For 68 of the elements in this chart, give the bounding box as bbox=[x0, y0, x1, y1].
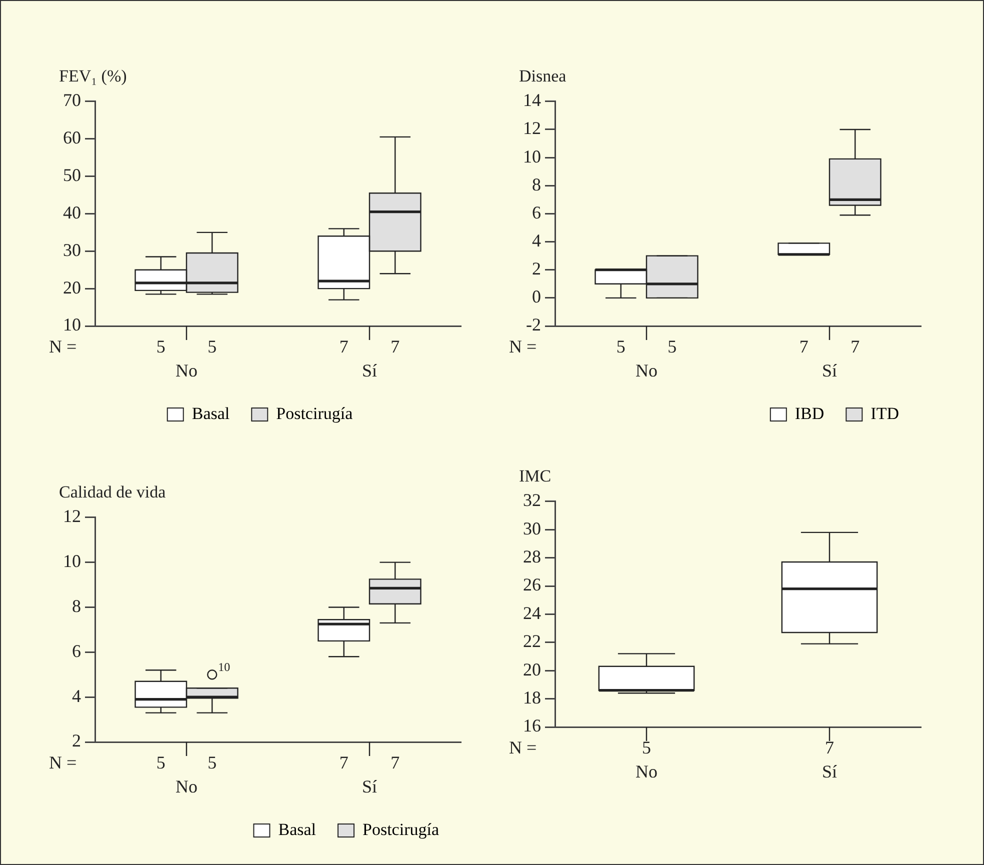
text: 7 bbox=[825, 738, 834, 758]
x-tick-label: No bbox=[176, 360, 198, 381]
text: N = bbox=[509, 336, 537, 357]
y-tick-label: 2 bbox=[532, 258, 541, 279]
text: 5 bbox=[156, 336, 166, 357]
legend-label: ITD bbox=[870, 404, 900, 423]
legend-label: IBD bbox=[794, 404, 824, 423]
text: 5 bbox=[208, 336, 217, 357]
text: 5 bbox=[668, 336, 677, 357]
text: 7 bbox=[390, 336, 400, 357]
y-tick-label: 0 bbox=[532, 286, 541, 307]
y-tick-label: 12 bbox=[63, 506, 81, 526]
chart-title: IMC bbox=[519, 466, 552, 486]
text: N = bbox=[509, 738, 537, 758]
y-tick-label: 10 bbox=[63, 551, 81, 572]
text: 5 bbox=[616, 336, 626, 357]
y-tick-label: 6 bbox=[532, 202, 541, 222]
text: N = bbox=[49, 336, 77, 357]
y-tick-label: 18 bbox=[523, 688, 541, 708]
x-tick-label: No bbox=[176, 776, 198, 797]
text: 7 bbox=[850, 336, 860, 357]
text: 5 bbox=[642, 738, 651, 758]
chart-title: FEV₁ (%) bbox=[59, 66, 127, 86]
y-tick-label: 70 bbox=[63, 90, 81, 110]
y-tick-label: 16 bbox=[523, 716, 541, 736]
y-tick-label: 8 bbox=[532, 174, 541, 194]
y-tick-label: 10 bbox=[63, 314, 81, 335]
legend-label: Postcirugía bbox=[276, 404, 354, 423]
y-tick-label: 14 bbox=[523, 90, 541, 110]
text: 7 bbox=[390, 752, 400, 773]
y-tick-label: -2 bbox=[526, 314, 541, 335]
text: 5 bbox=[208, 752, 217, 773]
y-tick-label: 32 bbox=[523, 490, 541, 510]
chart-title: Disnea bbox=[519, 66, 567, 86]
y-tick-label: 30 bbox=[523, 518, 541, 538]
y-tick-label: 10 bbox=[523, 146, 541, 166]
y-tick-label: 28 bbox=[523, 546, 541, 567]
text: 5 bbox=[156, 752, 166, 773]
x-tick-label: Sí bbox=[362, 776, 378, 797]
y-tick-label: 24 bbox=[523, 602, 541, 623]
text: N = bbox=[49, 752, 77, 773]
y-tick-label: 50 bbox=[63, 165, 81, 185]
text: 7 bbox=[339, 752, 348, 773]
y-tick-label: 22 bbox=[523, 631, 541, 652]
x-tick-label: Sí bbox=[822, 762, 838, 782]
y-tick-label: 40 bbox=[63, 202, 81, 222]
y-tick-label: 26 bbox=[523, 574, 541, 595]
legend-label: Postcirugía bbox=[362, 820, 440, 839]
legend-label: Basal bbox=[192, 404, 230, 423]
y-tick-label: 8 bbox=[72, 596, 81, 616]
y-tick-label: 30 bbox=[63, 240, 81, 260]
y-tick-label: 2 bbox=[72, 730, 81, 751]
legend-label: Basal bbox=[278, 820, 316, 839]
chart-title: Calidad de vida bbox=[59, 482, 166, 502]
y-tick-label: 4 bbox=[532, 230, 541, 251]
y-tick-label: 60 bbox=[63, 128, 81, 148]
y-tick-label: 6 bbox=[72, 640, 81, 661]
y-tick-label: 12 bbox=[523, 118, 541, 138]
annotation: 10 bbox=[218, 660, 230, 674]
y-tick-label: 20 bbox=[63, 277, 81, 298]
text: 7 bbox=[799, 336, 808, 357]
y-tick-label: 4 bbox=[72, 686, 81, 706]
x-tick-label: No bbox=[636, 762, 658, 782]
x-tick-label: Sí bbox=[822, 360, 838, 381]
y-tick-label: 20 bbox=[523, 659, 541, 680]
x-tick-label: No bbox=[636, 360, 658, 381]
x-tick-label: Sí bbox=[362, 360, 378, 381]
text: 7 bbox=[339, 336, 348, 357]
